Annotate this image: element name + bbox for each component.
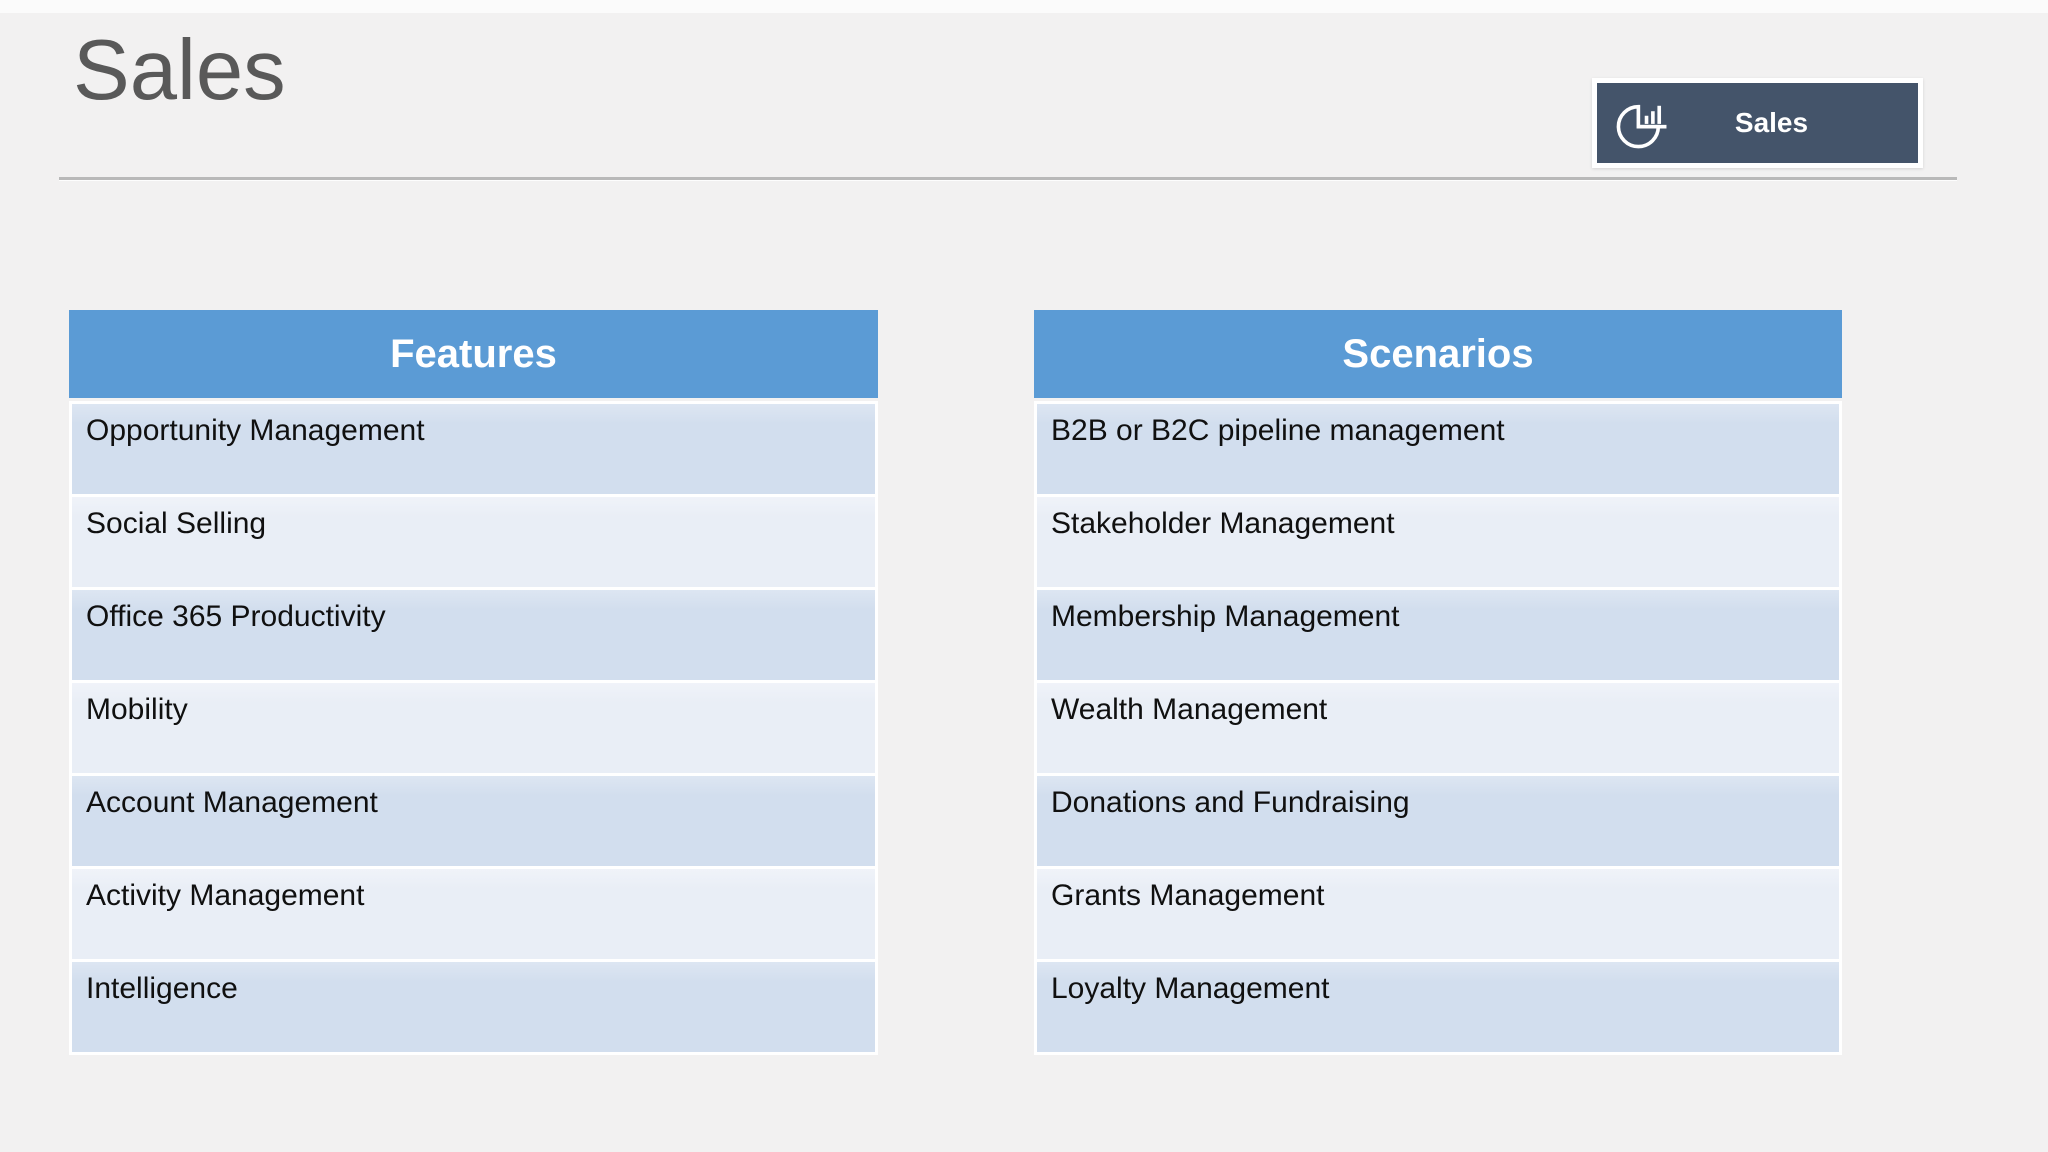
table-row: Wealth Management [1037, 683, 1839, 773]
table-row: Loyalty Management [1037, 962, 1839, 1052]
table-row: Mobility [72, 683, 875, 773]
table-row: Account Management [72, 776, 875, 866]
features-table-body: Opportunity Management Social Selling Of… [69, 401, 878, 1055]
pie-chart-icon [1613, 94, 1671, 152]
sales-badge-inner: Sales [1597, 83, 1918, 163]
table-row: Membership Management [1037, 590, 1839, 680]
table-row: Opportunity Management [72, 404, 875, 494]
sales-badge-label: Sales [1734, 107, 1809, 138]
table-row: Intelligence [72, 962, 875, 1052]
table-row: Donations and Fundraising [1037, 776, 1839, 866]
table-row: Activity Management [72, 869, 875, 959]
scenarios-table-header: Scenarios [1034, 310, 1842, 398]
features-table-header: Features [69, 310, 878, 398]
table-row: Social Selling [72, 497, 875, 587]
features-table: Features Opportunity Management Social S… [69, 310, 878, 1055]
page-title: Sales [73, 23, 286, 118]
table-row: Office 365 Productivity [72, 590, 875, 680]
title-divider [59, 177, 1957, 181]
sales-badge[interactable]: Sales [1592, 78, 1923, 168]
table-row: Stakeholder Management [1037, 497, 1839, 587]
slide-top-edge [0, 0, 2048, 13]
table-row: B2B or B2C pipeline management [1037, 404, 1839, 494]
scenarios-table-body: B2B or B2C pipeline management Stakehold… [1034, 401, 1842, 1055]
table-row: Grants Management [1037, 869, 1839, 959]
scenarios-table: Scenarios B2B or B2C pipeline management… [1034, 310, 1842, 1055]
